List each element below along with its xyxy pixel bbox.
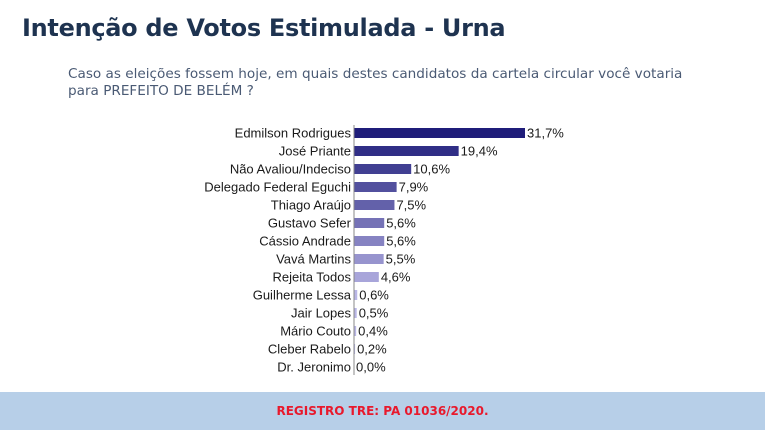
bar — [354, 200, 395, 210]
bar — [354, 146, 459, 156]
category-label: Thiago Araújo — [271, 198, 351, 213]
value-label: 0,2% — [357, 342, 387, 357]
bar — [354, 236, 385, 246]
page-title: Intenção de Votos Estimulada - Urna — [22, 14, 506, 42]
category-label: José Priante — [279, 144, 351, 159]
category-label: Dr. Jeronimo — [277, 360, 351, 375]
value-label: 10,6% — [413, 162, 450, 177]
category-label: Edmilson Rodrigues — [235, 126, 352, 141]
bar — [354, 182, 397, 192]
category-label: Guilherme Lessa — [253, 288, 352, 303]
category-label: Não Avaliou/Indeciso — [230, 162, 351, 177]
registration-text: REGISTRO TRE: PA 01036/2020. — [276, 404, 489, 418]
value-label: 7,9% — [399, 180, 429, 195]
category-label: Cleber Rabelo — [268, 342, 351, 357]
category-label: Vavá Martins — [276, 252, 351, 267]
bar — [354, 128, 525, 138]
category-label: Gustavo Sefer — [268, 216, 352, 231]
value-label: 31,7% — [527, 126, 564, 141]
bar — [354, 290, 358, 300]
bar — [354, 308, 357, 318]
category-label: Cássio Andrade — [259, 234, 351, 249]
value-label: 0,4% — [358, 324, 388, 339]
bar — [354, 344, 356, 354]
bar — [354, 164, 412, 174]
category-label: Mário Couto — [280, 324, 351, 339]
bar — [354, 218, 385, 228]
value-label: 5,5% — [386, 252, 416, 267]
bar-chart: Edmilson Rodrigues 31,7% José Priante 19,4%… — [204, 125, 564, 375]
bar — [354, 272, 379, 282]
value-label: 0,5% — [359, 306, 389, 321]
value-label: 7,5% — [396, 198, 426, 213]
value-label: 19,4% — [461, 144, 498, 159]
value-label: 5,6% — [386, 234, 416, 249]
bar — [354, 326, 357, 336]
category-label: Jair Lopes — [291, 306, 351, 321]
footer-bar: REGISTRO TRE: PA 01036/2020. — [0, 392, 765, 430]
value-label: 4,6% — [381, 270, 411, 285]
category-label: Delegado Federal Eguchi — [204, 180, 351, 195]
value-label: 0,0% — [356, 360, 386, 375]
value-label: 5,6% — [386, 216, 416, 231]
value-label: 0,6% — [359, 288, 389, 303]
bar — [354, 254, 384, 264]
category-label: Rejeita Todos — [272, 270, 351, 285]
question-text: Caso as eleições fossem hoje, em quais d… — [68, 66, 683, 99]
